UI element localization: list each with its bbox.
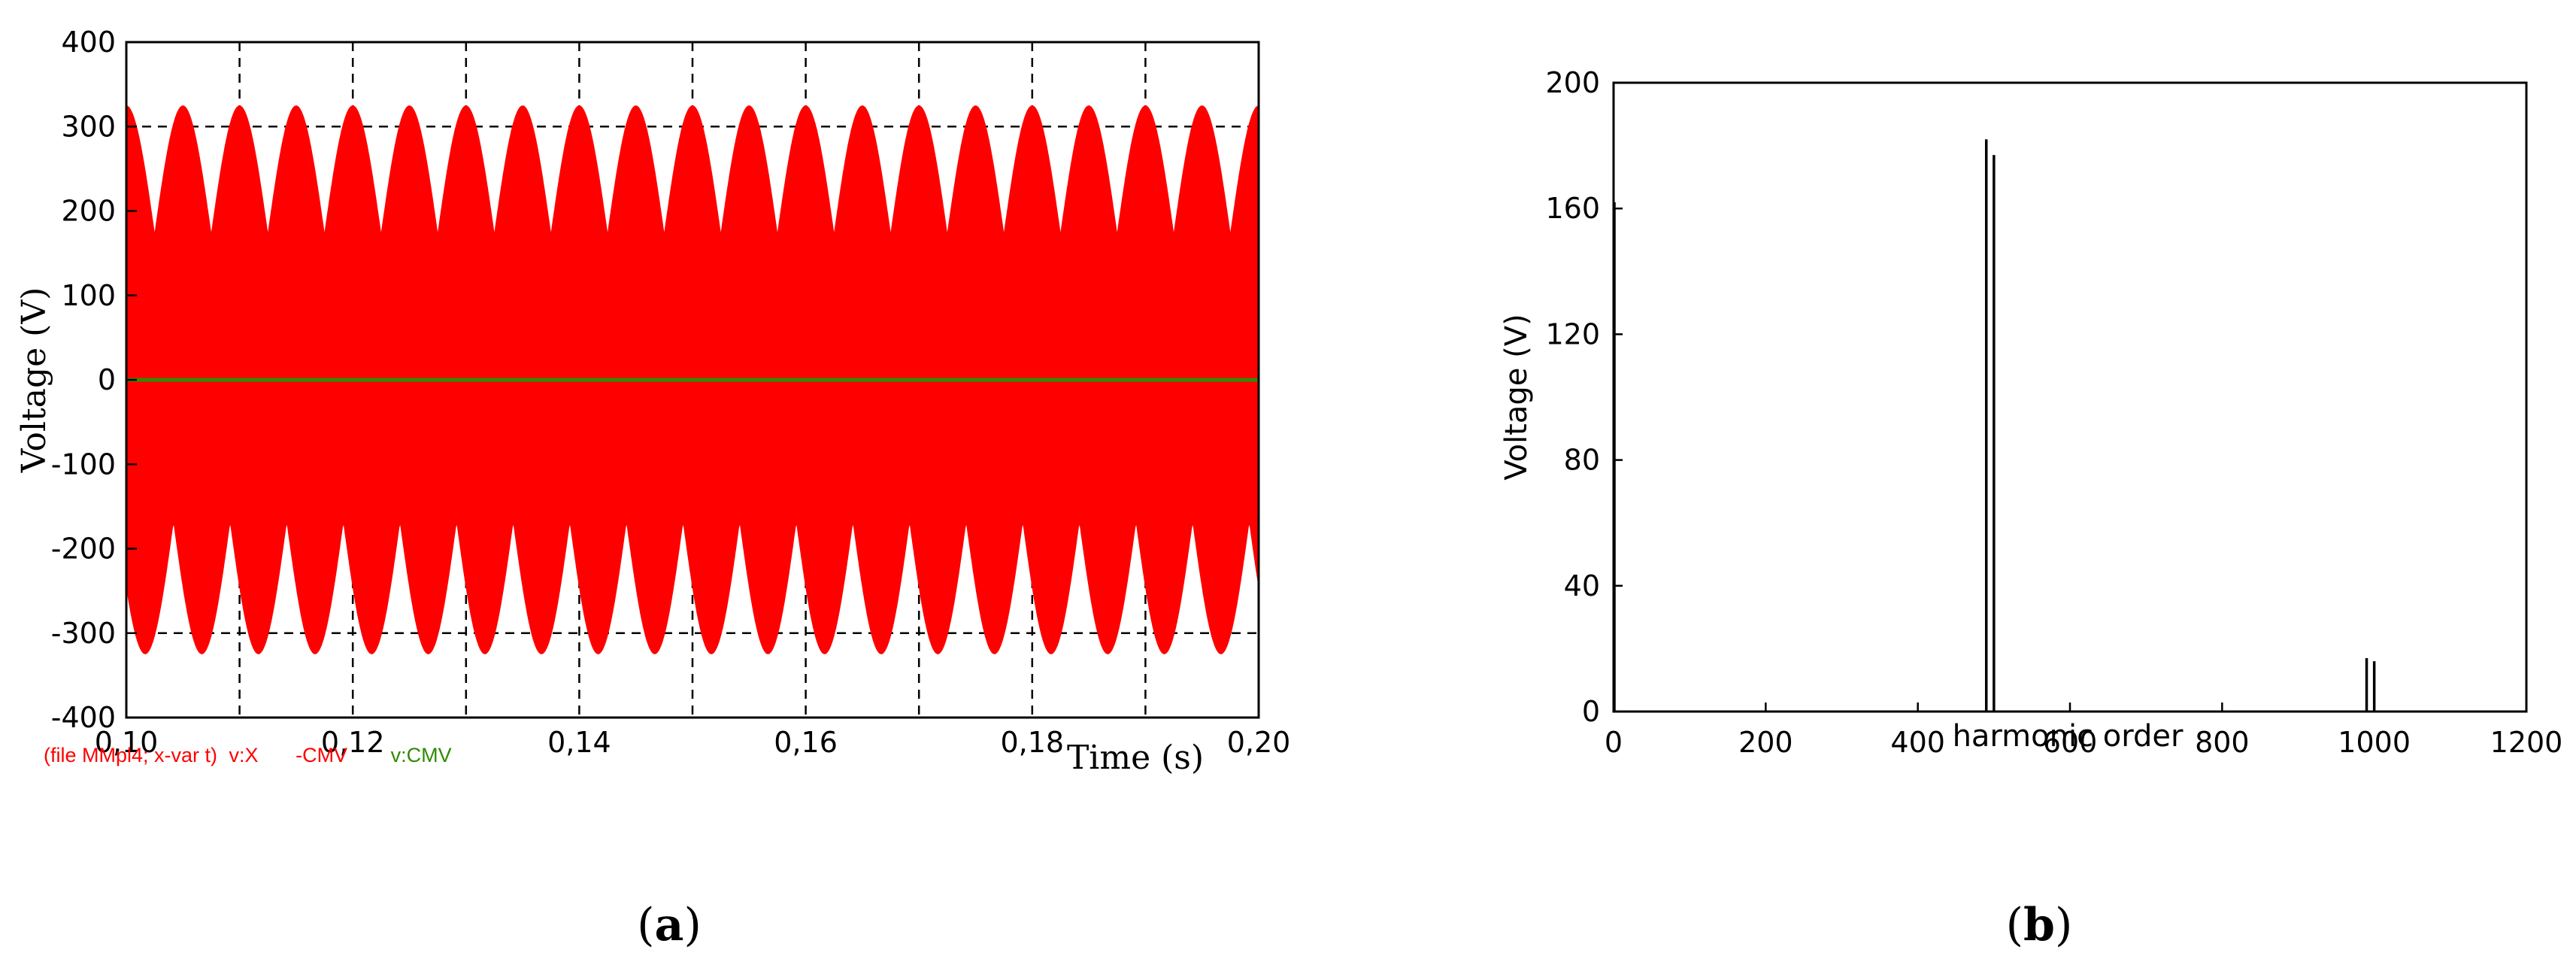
- y-tick-label-a: 200: [61, 195, 116, 228]
- y-tick-label-b: 0: [1582, 695, 1600, 728]
- axes-frame-b: [1612, 81, 2528, 713]
- legend-item-vx: v:X: [229, 744, 259, 766]
- x-tick-label-a: 0,18: [1000, 726, 1064, 759]
- y-tick-label-b: 40: [1564, 569, 1600, 602]
- x-tick-label-b: 0: [1605, 726, 1623, 759]
- y-tick-label-a: 100: [61, 279, 116, 312]
- legend-prefix: (file MMpl4; x-var t): [44, 744, 217, 766]
- panel-label-a: (a): [637, 899, 702, 951]
- legend-item-minus-cmv: -CMV: [295, 744, 347, 766]
- bars-b: [1613, 139, 2376, 712]
- x-tick-label-b: 200: [1738, 726, 1793, 759]
- xlabel-a: Time (s): [1067, 739, 1204, 777]
- ylabel-a: Voltage (V): [15, 287, 53, 474]
- y-tick-label-a: -400: [51, 701, 116, 734]
- x-tick-label-b: 1200: [2490, 726, 2563, 759]
- x-tick-label-a: 0,20: [1227, 726, 1291, 759]
- ylabel-b: Voltage (V): [1499, 314, 1534, 480]
- x-tick-label-a: 0,16: [774, 726, 838, 759]
- x-tick-label-b: 800: [2195, 726, 2250, 759]
- xlabel-b: harmonic order: [1953, 719, 2184, 754]
- ticks-b: 0 40 80 120 160 200 0 200 400 600 800 1000 1200: [1545, 66, 2562, 759]
- y-tick-label-b: 200: [1545, 66, 1600, 99]
- y-tick-label-a: -300: [51, 617, 116, 650]
- y-tick-label-b: 80: [1564, 444, 1600, 477]
- panel-label-b: (b): [2006, 899, 2073, 951]
- x-tick-label-a: 0,14: [547, 726, 611, 759]
- y-tick-label-a: 400: [61, 26, 116, 59]
- x-tick-label-b: 1000: [2338, 726, 2411, 759]
- panel-b: 0 40 80 120 160 200 0 200 400 600 800 1000 1200 Volt…: [1499, 66, 2562, 951]
- legend-item-vcmv: v:CMV: [391, 744, 452, 766]
- x-tick-label-b: 400: [1890, 726, 1945, 759]
- y-tick-label-a: 300: [61, 110, 116, 143]
- y-tick-label-a: -200: [51, 533, 116, 566]
- y-tick-label-b: 160: [1545, 192, 1600, 225]
- x-tick-label-b: 600: [2043, 726, 2098, 759]
- y-tick-label-a: -100: [51, 448, 116, 481]
- x-tick-label-a: 0,12: [321, 726, 385, 759]
- panel-letter-a: a: [655, 899, 684, 951]
- y-tick-label-b: 120: [1545, 317, 1600, 350]
- y-tick-label-a: 0: [98, 363, 116, 396]
- legend-a: (file MMpl4; x-var t) v:X -CMV v:CMV: [44, 744, 452, 766]
- x-tick-label-a: 0,10: [95, 726, 159, 759]
- waveform-a: [126, 105, 1259, 654]
- panel-letter-b: b: [2023, 899, 2055, 951]
